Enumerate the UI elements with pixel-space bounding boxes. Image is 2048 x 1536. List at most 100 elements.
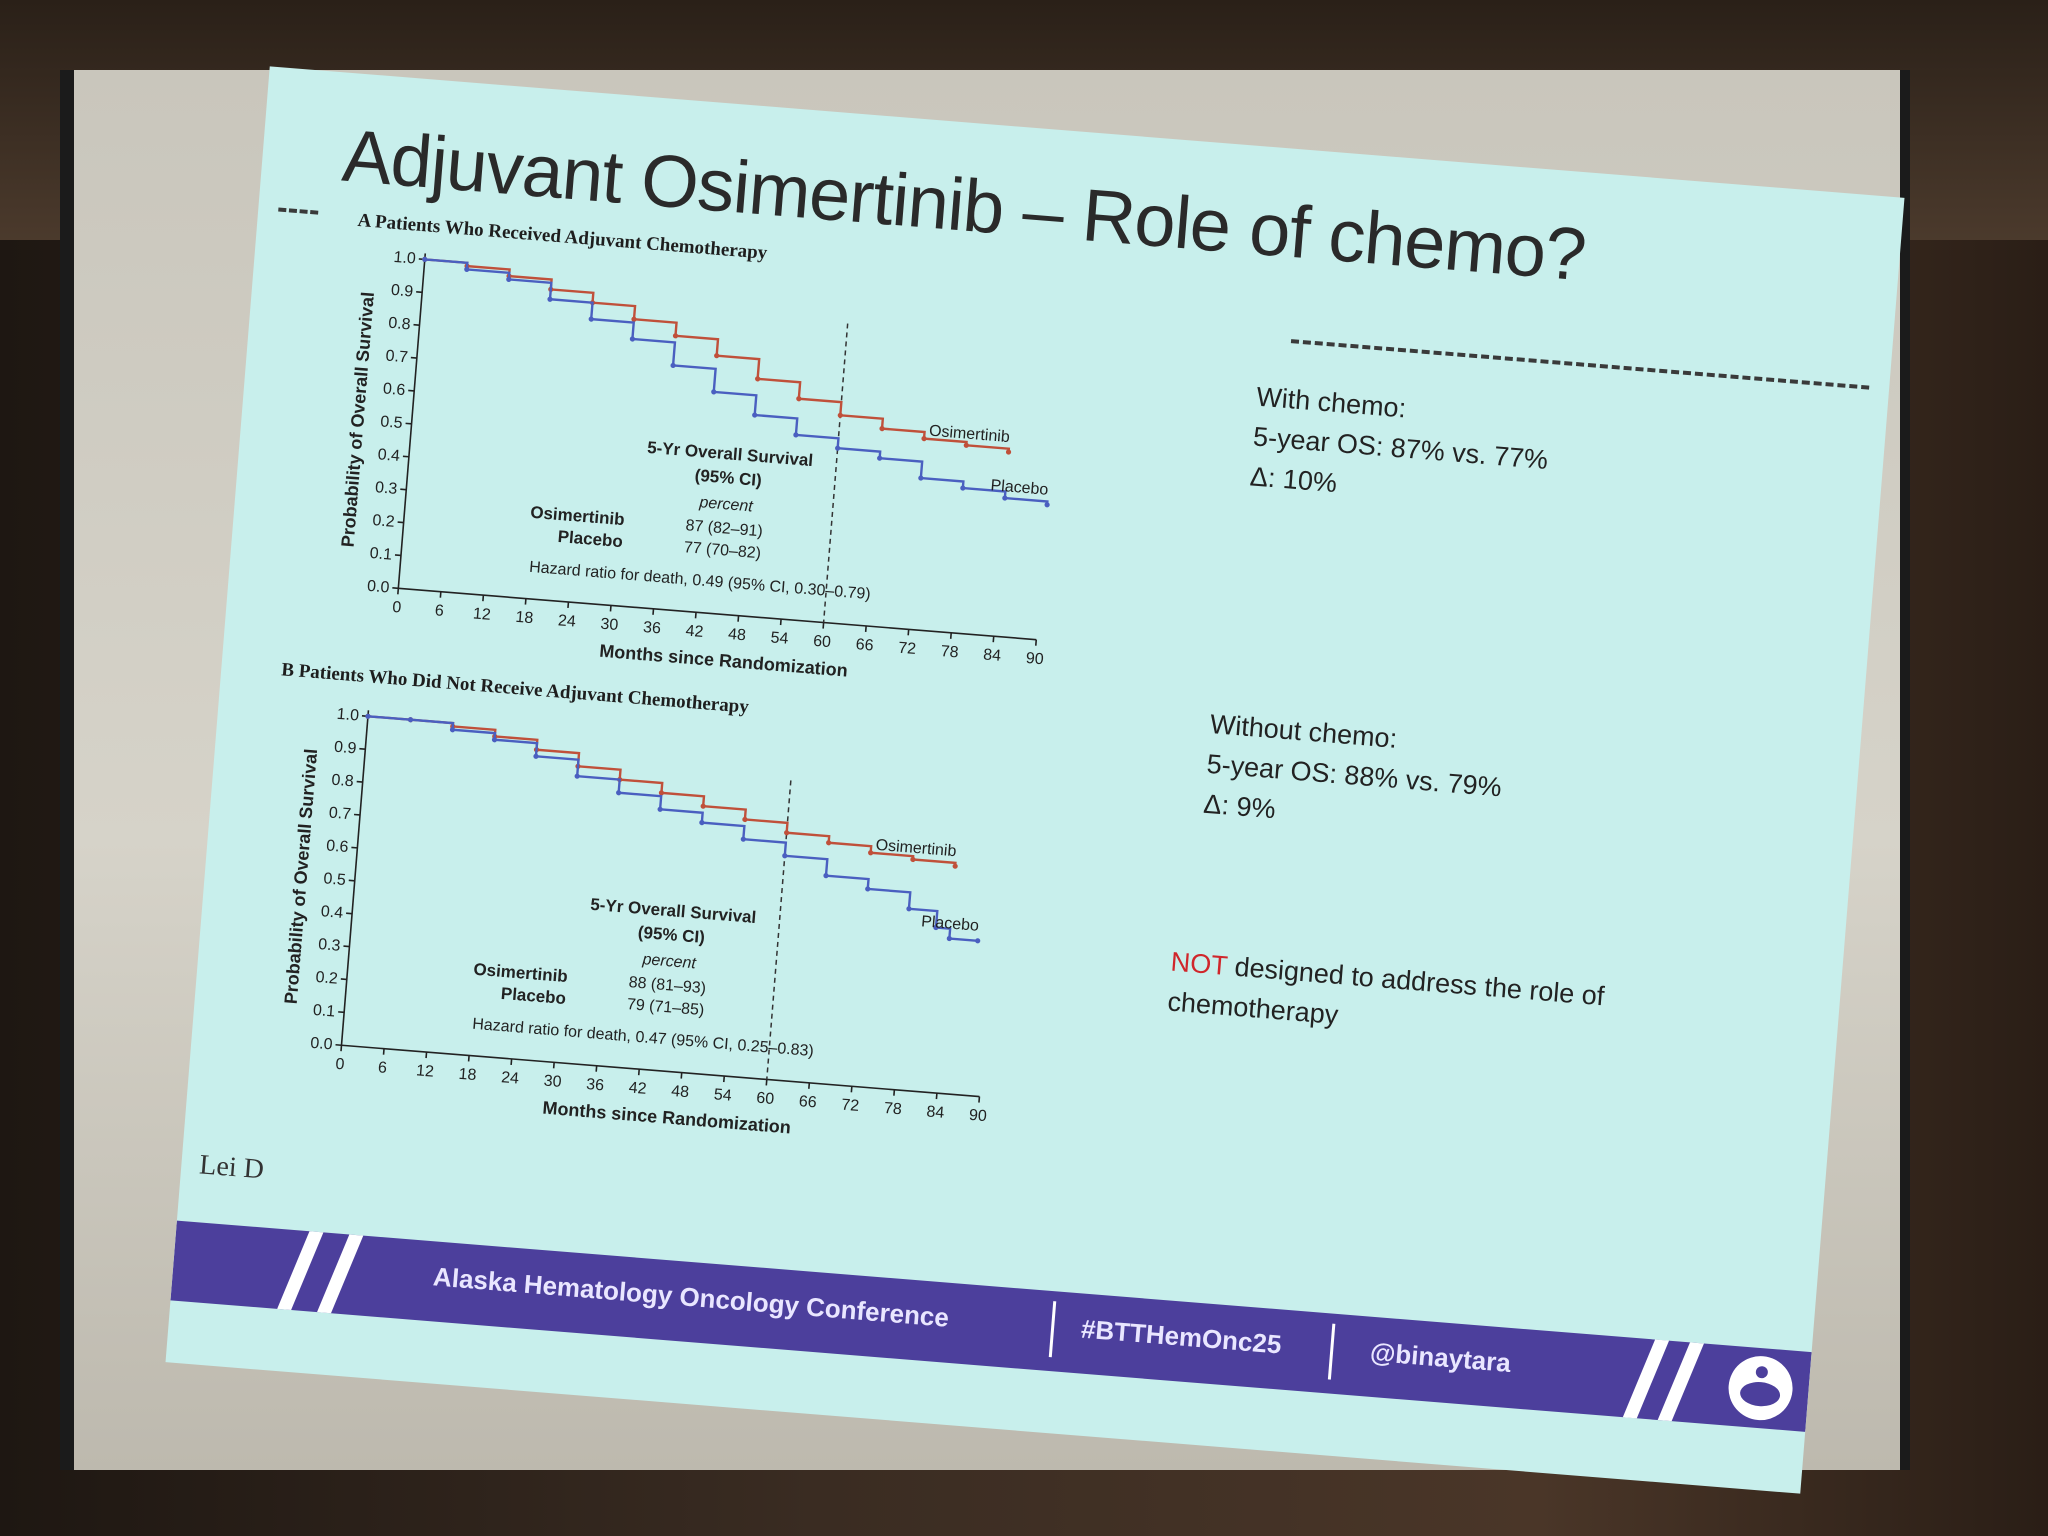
data-point-placebo [946, 935, 952, 942]
panel-b-letter: B [280, 659, 295, 682]
data-point-placebo [823, 873, 829, 879]
survival-table-unit: percent [698, 494, 754, 515]
data-point-placebo [711, 389, 717, 395]
data-point-placebo [865, 886, 871, 892]
y-tick-label: 0.8 [331, 772, 355, 791]
x-tick-label: 90 [968, 1107, 987, 1125]
x-axis-line [341, 1044, 980, 1098]
x-tick-label: 66 [798, 1093, 817, 1111]
note-with-chemo: With chemo: 5-year OS: 87% vs. 77% Δ: 10… [1248, 377, 1552, 520]
data-point-osimertinib [963, 442, 969, 448]
y-tick-label: 0.5 [323, 870, 347, 889]
data-point-placebo [960, 485, 966, 491]
y-tick-label: 0.0 [366, 578, 390, 597]
x-tick-label: 18 [458, 1066, 477, 1084]
data-point-osimertinib [742, 816, 748, 823]
footer-bar: Alaska Hematology Oncology Conference #B… [170, 1220, 1812, 1432]
data-point-osimertinib [826, 840, 832, 846]
y-tick-label: 0.3 [318, 936, 342, 955]
x-tick-label: 48 [671, 1083, 690, 1101]
footer-stripe-2 [317, 1234, 364, 1314]
series-label-placebo: Placebo [990, 477, 1049, 499]
survival-table-heading: 5-Yr Overall Survival [647, 438, 814, 470]
data-point-placebo [793, 432, 799, 438]
footer-conference: Alaska Hematology Oncology Conference [432, 1261, 951, 1333]
y-tick-label: 0.9 [390, 282, 414, 301]
x-tick-label: 48 [727, 626, 746, 644]
km-chart-b: 0.0 0.1 0.2 0.3 0.4 0.5 0.6 0.7 0.8 0.9 1.0 0 6 12 18 2… [281, 706, 988, 1138]
y-tick-label: 0.6 [326, 837, 350, 856]
data-point-osimertinib [837, 412, 843, 418]
data-point-osimertinib [1005, 449, 1012, 455]
data-point-placebo [1044, 502, 1050, 508]
x-tick-label: 84 [983, 646, 1002, 664]
slide: Adjuvant Osimertinib – Role of chemo? A … [165, 66, 1905, 1494]
data-point-placebo [835, 445, 841, 451]
data-point-osimertinib [700, 803, 706, 809]
x-axis-title: Months since Randomization [542, 1098, 792, 1138]
footer-separator-1 [1048, 1301, 1057, 1358]
x-axis-line [398, 587, 1037, 641]
data-point-osimertinib [921, 436, 927, 442]
data-point-osimertinib [879, 425, 885, 432]
survival-table-value: 88 (81–93) [628, 974, 707, 997]
data-point-placebo [699, 820, 705, 826]
conference-logo-icon [1726, 1353, 1796, 1423]
data-point-placebo [782, 853, 788, 859]
title-dash-left [278, 207, 319, 215]
hazard-ratio-text: Hazard ratio for death, 0.49 (95% CI, 0.… [529, 559, 872, 603]
y-tick-label: 0.3 [374, 479, 398, 498]
data-point-placebo [464, 266, 470, 272]
data-point-placebo [533, 753, 539, 759]
y-axis-line [340, 710, 370, 1046]
y-axis-line [397, 253, 427, 589]
data-point-osimertinib [714, 353, 720, 359]
survival-table-unit: percent [641, 951, 697, 972]
data-point-placebo [933, 924, 939, 931]
footer-handle: @binaytara [1369, 1336, 1512, 1378]
x-tick-label: 0 [335, 1056, 345, 1074]
data-point-placebo [506, 276, 512, 282]
x-tick-label: 36 [586, 1076, 605, 1094]
y-tick-label: 0.1 [312, 1002, 336, 1021]
data-point-osimertinib [755, 376, 761, 382]
footer-stripe-4 [1657, 1342, 1704, 1422]
data-point-placebo [574, 773, 580, 779]
data-point-placebo [670, 362, 676, 369]
author-reference: Lei D [198, 1149, 266, 1186]
data-point-placebo [422, 256, 428, 262]
x-tick-label: 90 [1025, 650, 1044, 668]
x-tick-label: 78 [940, 643, 959, 661]
data-point-placebo [449, 727, 456, 733]
x-tick-label: 60 [756, 1090, 775, 1108]
y-tick-label: 0.0 [310, 1035, 334, 1054]
x-tick-label: 0 [392, 599, 402, 617]
survival-table-label: Placebo [557, 527, 624, 551]
x-tick-label: 42 [685, 623, 704, 641]
data-point-placebo [906, 906, 912, 912]
y-tick-label: 1.0 [336, 706, 360, 725]
data-point-osimertinib [672, 333, 679, 339]
data-point-placebo [657, 806, 663, 812]
y-tick-label: 0.7 [328, 804, 352, 823]
data-point-osimertinib [784, 830, 790, 836]
survival-table-label: Osimertinib [473, 960, 569, 987]
footer-separator-2 [1327, 1323, 1336, 1380]
data-point-osimertinib [796, 396, 802, 402]
x-tick-label: 30 [600, 616, 619, 634]
data-point-placebo [629, 336, 636, 342]
data-point-placebo [918, 475, 924, 481]
x-tick-label: 24 [557, 612, 576, 630]
y-tick-label: 0.1 [369, 545, 393, 564]
data-point-placebo [1002, 495, 1008, 501]
y-tick-label: 0.2 [315, 969, 339, 988]
x-tick-label: 72 [898, 640, 917, 658]
x-tick-label: 72 [841, 1097, 860, 1115]
data-point-osimertinib [658, 790, 665, 796]
x-tick-label: 6 [377, 1059, 387, 1077]
note-caveat: NOT designed to address the role of chem… [1166, 942, 1606, 1057]
reference-line-60-months [822, 323, 849, 623]
data-point-osimertinib [910, 856, 916, 863]
data-point-placebo [491, 737, 498, 743]
y-tick-label: 0.8 [388, 315, 412, 334]
